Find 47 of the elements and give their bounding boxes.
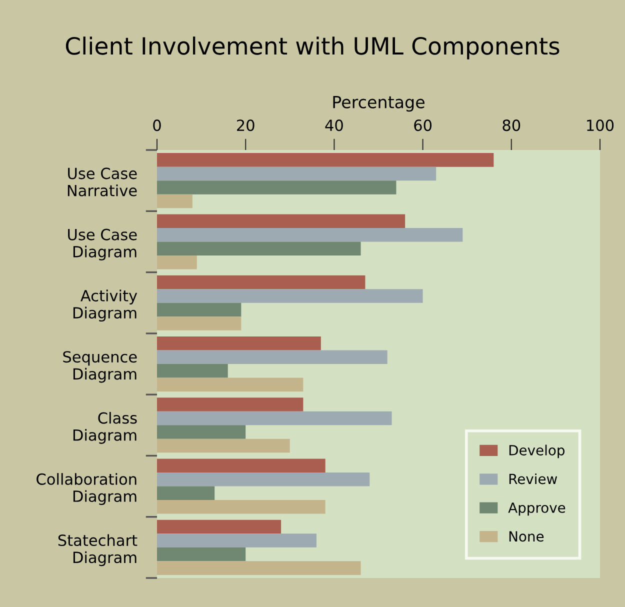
bar — [157, 438, 290, 453]
legend-label: Approve — [508, 502, 566, 516]
bar — [157, 289, 423, 303]
bar — [157, 425, 246, 439]
x-tick-label: 60 — [414, 120, 432, 132]
x-tick-label: 80 — [502, 120, 520, 132]
y-tick-label: Sequence Diagram — [63, 351, 137, 383]
bar — [157, 153, 494, 167]
bar — [157, 242, 361, 256]
y-tick-label: Activity Diagram — [73, 290, 138, 322]
bar — [157, 486, 215, 500]
bar — [157, 472, 370, 486]
bar — [157, 500, 326, 514]
bar — [157, 180, 396, 194]
y-tick-label: Use Case Diagram — [68, 228, 137, 260]
legend-label: Develop — [509, 444, 564, 458]
bar — [157, 364, 228, 378]
bar — [157, 378, 304, 392]
bar — [157, 255, 197, 270]
bar — [157, 411, 392, 426]
bar — [157, 534, 316, 548]
x-tick-label: 0 — [153, 120, 161, 132]
bar — [157, 398, 304, 412]
x-axis-title: Percentage — [333, 96, 424, 112]
bar — [157, 458, 326, 473]
bar — [157, 302, 242, 317]
bar — [157, 520, 282, 534]
bar — [157, 561, 361, 575]
x-tick-label: 100 — [587, 120, 614, 132]
bar — [157, 194, 192, 208]
bar — [157, 350, 388, 364]
bar — [157, 166, 436, 181]
bar — [157, 316, 242, 330]
legend-label: Review — [509, 473, 558, 484]
y-tick-label: Use Case Narrative — [68, 168, 137, 196]
bar — [157, 336, 321, 350]
x-tick-label: 40 — [325, 120, 343, 132]
x-tick-label: 20 — [237, 120, 254, 132]
bar — [157, 275, 366, 290]
y-tick-label: Statechart Diagram — [58, 534, 138, 566]
y-tick-label: Collaboration Diagram — [36, 473, 136, 505]
chart-title: Client Involvement with UML Components — [66, 36, 560, 60]
bar — [157, 547, 246, 562]
bar — [157, 214, 406, 228]
legend-label: None — [509, 531, 544, 542]
y-tick-label: Class Diagram — [73, 412, 137, 444]
bar — [157, 228, 463, 242]
